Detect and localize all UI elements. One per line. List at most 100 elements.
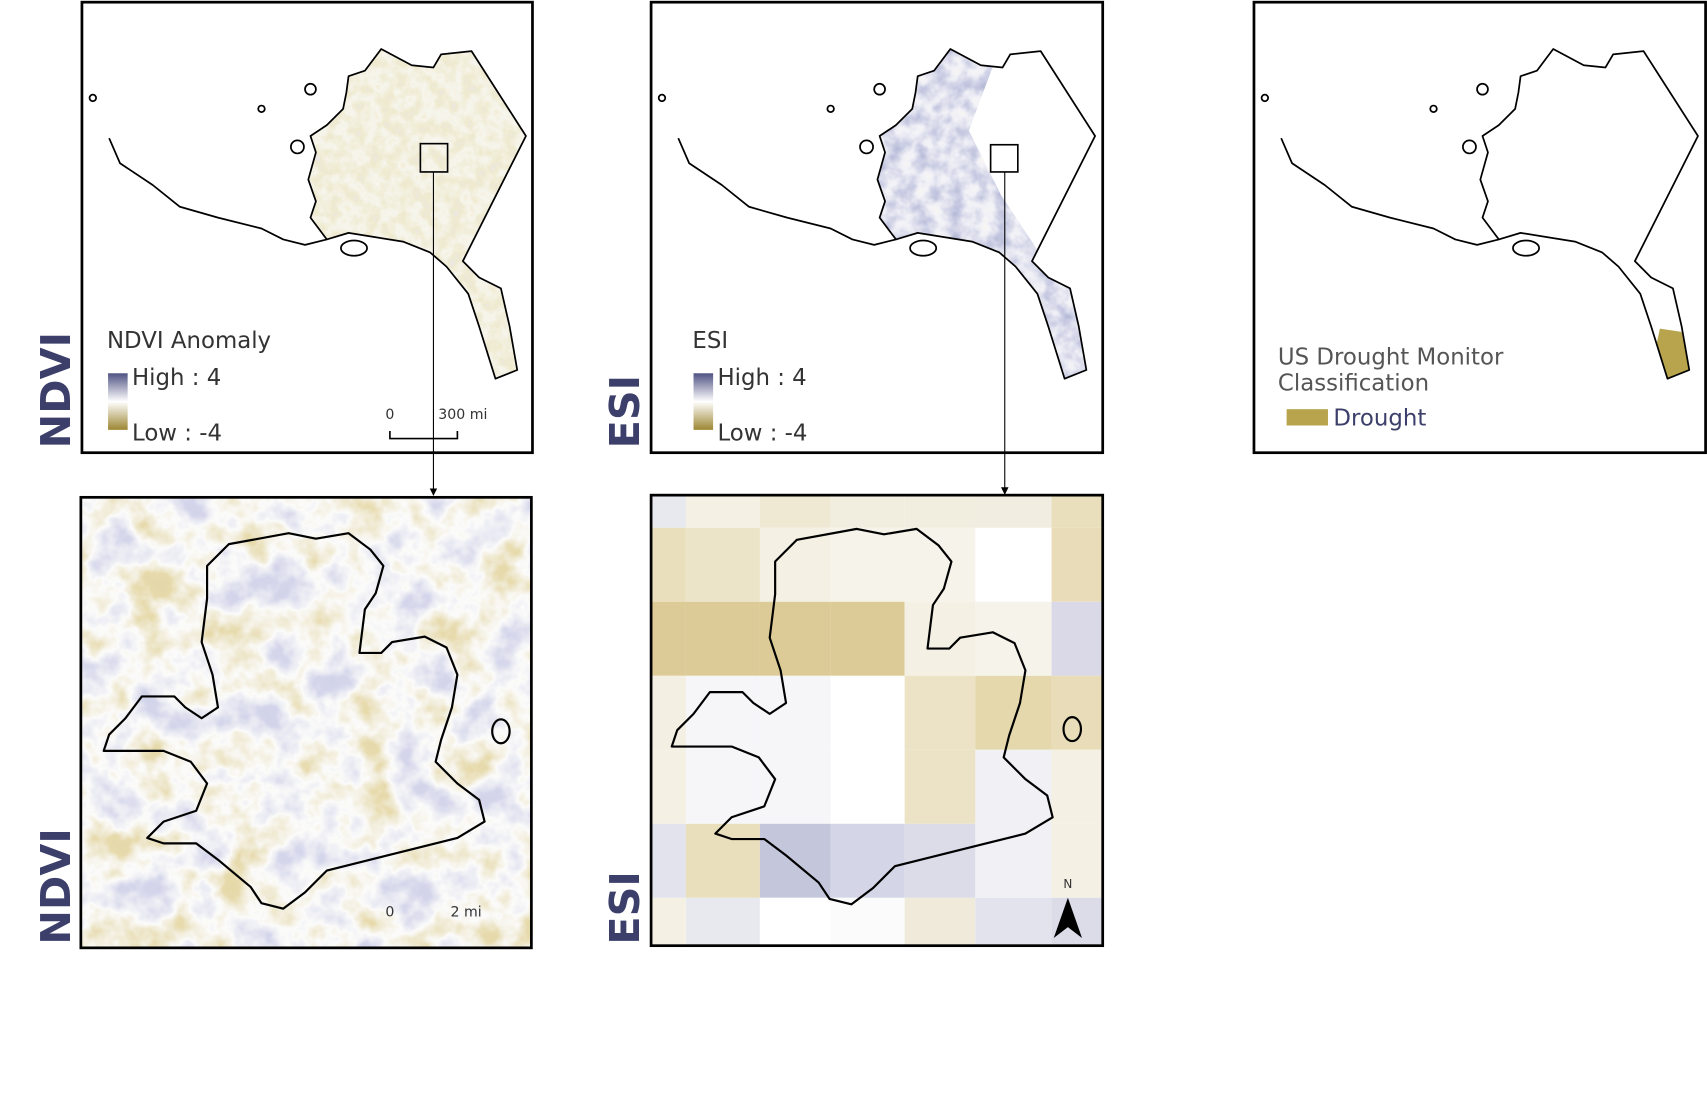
panel-frame (1252, 0, 1707, 455)
esi-cell (1051, 601, 1103, 676)
fire-perimeter-island (491, 718, 511, 745)
esi-cell (1051, 749, 1103, 824)
esi-cell (904, 749, 976, 824)
esi-cell (904, 897, 976, 946)
esi-cell (685, 601, 760, 676)
scale-label: 0 (385, 407, 394, 423)
ndvi-raster (80, 497, 532, 948)
legend-low: Low : -4 (132, 421, 222, 447)
esi-cell (651, 527, 686, 602)
alaska-outline (657, 48, 1096, 380)
alaska-outline (88, 48, 527, 380)
esi-cell (1051, 495, 1103, 528)
esi-cell (1051, 823, 1103, 898)
aleutians (1280, 137, 1500, 246)
island (909, 239, 938, 257)
esi-cell (651, 675, 686, 750)
island (657, 93, 667, 103)
legend-high: High : 4 (132, 365, 221, 391)
esi-cell (759, 823, 831, 898)
esi-cell (759, 527, 831, 602)
esi-cell (830, 527, 905, 602)
esi-cell (975, 527, 1052, 602)
esi-cell (975, 823, 1052, 898)
esi-cell (759, 897, 831, 946)
esi-cell (651, 749, 686, 824)
esi-cell (685, 897, 760, 946)
esi-cell (904, 527, 976, 602)
esi-cell (685, 495, 760, 528)
legend-title: Classification (1278, 371, 1429, 397)
esi-cell (685, 675, 760, 750)
island (88, 93, 97, 103)
row-label: ESI (601, 871, 649, 944)
fire-perimeter-island (1062, 716, 1083, 743)
esi-overview-panel: ESI High : 4 Low : -4 (649, 0, 1105, 455)
ndvi-detail-panel: 0 2 mi (79, 495, 533, 950)
north-arrow (1053, 897, 1083, 939)
panel-frame (649, 0, 1105, 455)
alaska-outline (1260, 48, 1699, 380)
esi-cell (830, 495, 905, 528)
island (340, 239, 368, 257)
legend-gradient (108, 373, 128, 430)
esi-cell (904, 495, 976, 528)
esi-cell (975, 675, 1052, 750)
island (257, 104, 266, 113)
esi-cell (975, 601, 1052, 676)
legend-swatch (1286, 409, 1328, 426)
esi-cell (904, 675, 976, 750)
esi-cell (685, 823, 760, 898)
esi-cell (685, 527, 760, 602)
north-label: N (1063, 877, 1072, 891)
panel-frame (649, 493, 1105, 948)
aleutians (677, 137, 897, 246)
legend-title: US Drought Monitor (1278, 345, 1504, 371)
esi-cell (975, 897, 1052, 946)
island (304, 82, 317, 96)
panel-background (1253, 2, 1706, 453)
island (290, 139, 305, 155)
scale-label: 300 mi (438, 407, 487, 423)
legend-low: Low : -4 (717, 421, 807, 447)
island (873, 82, 886, 96)
island (859, 139, 874, 155)
island (1260, 93, 1269, 103)
esi-cell (904, 601, 976, 676)
esi-raster (651, 495, 1103, 946)
island (1512, 239, 1540, 257)
esi-cell (1051, 897, 1103, 946)
row-label: NDVI (32, 332, 80, 448)
scale-bar (389, 430, 459, 440)
scale-label: 2 mi (451, 904, 482, 920)
panel-frame (79, 495, 533, 950)
esi-cell (830, 749, 905, 824)
esi-cell (651, 601, 686, 676)
esi-cell (830, 823, 905, 898)
usdm-overview-panel: US Drought Monitor Classification Drough… (1252, 0, 1707, 455)
esi-cell (1051, 527, 1103, 602)
esi-cell (830, 601, 905, 676)
esi-cell (651, 823, 686, 898)
esi-cell (651, 495, 686, 528)
legend-high: High : 4 (717, 365, 806, 391)
legend-title: ESI (692, 328, 728, 354)
esi-cell (830, 675, 905, 750)
esi-cell (975, 749, 1052, 824)
island (1476, 82, 1489, 96)
esi-cell (685, 749, 760, 824)
ndvi-overview-panel: NDVI Anomaly High : 4 Low : -4 0 300 mi (80, 0, 534, 455)
row-label: ESI (601, 375, 649, 448)
scale-label: 0 (385, 904, 394, 920)
island (826, 104, 835, 113)
esi-cell (830, 897, 905, 946)
aleutians (108, 137, 328, 246)
island (1462, 139, 1477, 155)
esi-detail-panel: N (649, 493, 1105, 948)
panel-frame (80, 0, 534, 455)
esi-cell (651, 897, 686, 946)
esi-cell (975, 495, 1052, 528)
